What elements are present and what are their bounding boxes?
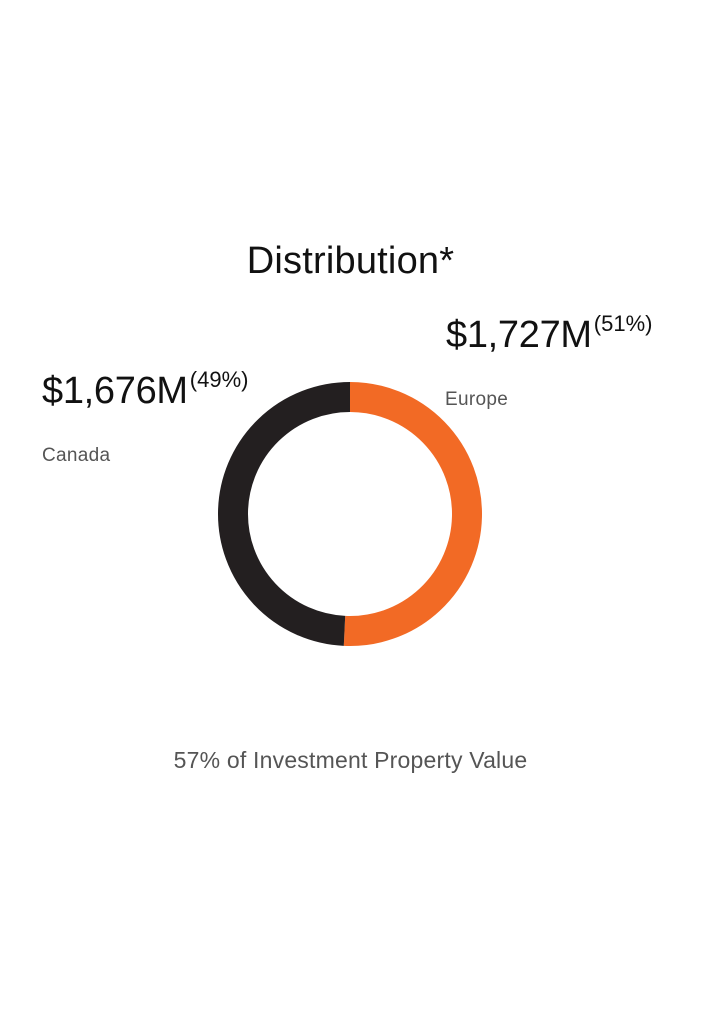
- donut-slice-canada: [218, 382, 351, 646]
- canada-value: $1,676M: [42, 370, 188, 412]
- europe-label: Europe: [445, 389, 509, 410]
- canada-value-label: $1,676M(49%): [42, 367, 249, 413]
- donut-slice-europe: [343, 382, 482, 646]
- europe-value-label: $1,727M(51%): [446, 311, 653, 357]
- canada-label: Canada: [42, 445, 111, 466]
- chart-title: Distribution*: [246, 240, 455, 282]
- europe-percent: (51%): [593, 311, 653, 336]
- europe-value: $1,727M: [446, 314, 592, 356]
- canada-percent: (49%): [189, 367, 249, 392]
- chart-footnote: 57% of Investment Property Value: [173, 747, 528, 773]
